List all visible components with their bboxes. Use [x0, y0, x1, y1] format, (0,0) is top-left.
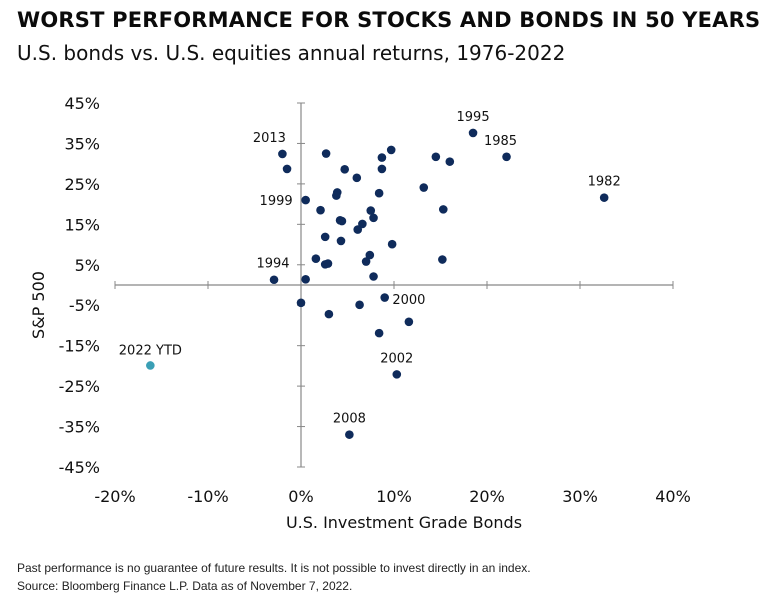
axes — [114, 102, 674, 468]
data-point — [377, 164, 387, 174]
data-point — [324, 309, 334, 319]
data-point — [438, 205, 448, 214]
y-tick-label: 45% — [64, 94, 100, 113]
chart-title: WORST PERFORMANCE FOR STOCKS AND BONDS I… — [17, 8, 761, 32]
data-point — [365, 250, 375, 260]
footnote-bold: Past performance is no guarantee of futu… — [17, 561, 288, 575]
data-point — [431, 152, 441, 162]
chart-subtitle: U.S. bonds vs. U.S. equities annual retu… — [17, 41, 566, 65]
data-point — [316, 205, 325, 215]
y-tick-label: -35% — [59, 418, 100, 437]
data-point — [355, 300, 364, 310]
data-point — [345, 430, 354, 439]
data-point — [445, 157, 455, 166]
source-note: Source: Bloomberg Finance L.P. Data as o… — [17, 579, 353, 593]
x-tick-label: 30% — [562, 487, 598, 506]
point-label: 2013 — [253, 131, 286, 146]
data-point — [296, 298, 306, 308]
data-point — [323, 259, 333, 268]
x-tick-label: 0% — [288, 487, 313, 506]
point-label: 1982 — [588, 175, 621, 190]
data-point — [301, 195, 310, 205]
data-point — [392, 370, 402, 379]
data-point — [377, 153, 387, 162]
data-point — [340, 165, 350, 174]
data-point — [336, 236, 346, 246]
point-label: 2008 — [333, 412, 366, 427]
y-tick-label: 15% — [64, 215, 100, 234]
x-tick-label: 20% — [469, 487, 505, 506]
x-tick-label: 10% — [376, 487, 412, 506]
data-point — [361, 257, 371, 266]
point-label: 2002 — [380, 351, 413, 366]
point-label: 1995 — [457, 110, 490, 125]
data-point — [502, 152, 511, 162]
y-tick-label: 25% — [64, 175, 100, 194]
y-tick-label: 5% — [75, 256, 100, 275]
y-tick-label: -15% — [59, 337, 100, 356]
data-point — [369, 213, 378, 223]
data-point — [369, 272, 378, 281]
data-points — [146, 128, 609, 439]
point-label: 1999 — [260, 194, 293, 209]
data-point — [374, 188, 384, 198]
data-point — [404, 317, 414, 327]
x-axis-label: U.S. Investment Grade Bonds — [286, 513, 522, 532]
data-point — [335, 215, 345, 225]
data-point — [358, 219, 367, 229]
data-point — [321, 149, 331, 158]
data-point — [311, 254, 321, 264]
y-tick-label: -45% — [59, 458, 100, 477]
footnote: Past performance is no guarantee of futu… — [17, 561, 531, 575]
y-tick-label: -5% — [69, 296, 100, 315]
point-annotations: 1995 1985 1982 2013 1999 1994 2022 YTD 2000 2002… — [119, 110, 621, 427]
data-point — [278, 149, 287, 159]
y-tick-label: -25% — [59, 377, 100, 396]
data-point — [386, 145, 396, 155]
data-point — [374, 328, 384, 338]
highlight-point — [146, 361, 155, 370]
point-label: 1994 — [256, 257, 289, 272]
x-tick-label: -10% — [187, 487, 228, 506]
data-point — [269, 275, 279, 285]
tick-labels: 45% 35% 25% 15% 5% -5% -15% -25% -35% -45% -20% -10… — [59, 94, 691, 506]
y-tick-label: 35% — [64, 134, 100, 153]
point-label: 2000 — [392, 293, 425, 308]
data-point — [353, 225, 363, 234]
data-point — [468, 128, 478, 138]
y-axis-label: S&P 500 — [29, 271, 48, 339]
x-tick-label: 40% — [655, 487, 691, 506]
point-label: 1985 — [484, 134, 517, 149]
data-point — [332, 191, 341, 200]
point-label: 2022 YTD — [119, 343, 182, 358]
data-point — [366, 206, 376, 215]
scatter-chart: 45% 35% 25% 15% 5% -5% -15% -25% -35% -45% -20% -10… — [29, 94, 691, 532]
data-point — [352, 173, 362, 183]
data-point — [599, 193, 609, 202]
data-point — [282, 164, 292, 174]
footnote-rest: It is not possible to invest directly in… — [287, 561, 531, 575]
data-point — [320, 232, 330, 242]
data-point — [419, 183, 429, 192]
data-point — [380, 293, 390, 302]
data-point — [387, 239, 397, 249]
data-point — [301, 275, 310, 284]
x-tick-label: -20% — [94, 487, 135, 506]
data-point — [438, 255, 447, 264]
